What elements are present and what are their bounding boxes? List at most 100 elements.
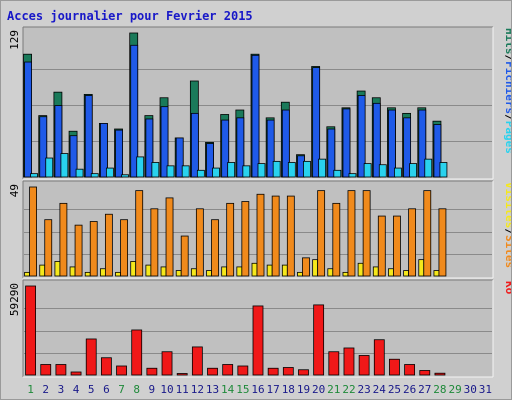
bar-fichiers-day-21: [327, 128, 336, 178]
bar-sites-day-17: [271, 195, 280, 277]
bar-sites-day-11: [180, 235, 189, 277]
y-series-label-part: /: [503, 55, 511, 62]
x-tick-label: 6: [103, 383, 110, 396]
x-tick-label: 19: [297, 383, 310, 396]
bar-ko-day-5: [85, 338, 97, 376]
bar-visites-day-25: [388, 268, 394, 277]
bar-sites-day-19: [302, 257, 310, 277]
bar-sites-day-27: [423, 190, 432, 277]
y-series-label-part: Hits: [503, 28, 511, 55]
bar-fichiers-day-10: [160, 106, 169, 178]
bar-sites-day-15: [241, 201, 250, 277]
bar-visites-day-4: [69, 266, 76, 277]
x-tick-label: 27: [418, 383, 431, 396]
bar-sites-day-2: [44, 219, 53, 277]
bar-sites-day-8: [135, 190, 144, 277]
bar-sites-day-9: [150, 208, 159, 277]
x-tick-label: 14: [221, 383, 235, 396]
bar-pages-day-4: [75, 168, 84, 178]
bar-ko-day-10: [161, 351, 173, 376]
bar-sites-day-24: [377, 215, 386, 277]
x-tick-label: 11: [176, 383, 189, 396]
bar-fichiers-day-2: [39, 116, 48, 178]
y-series-label-part: Ko: [503, 281, 511, 295]
y-series-label-part: /: [503, 114, 511, 121]
bar-pages-day-16: [257, 163, 266, 178]
bar-visites-day-7: [115, 271, 121, 277]
bar-pages-day-5: [90, 173, 99, 178]
bar-sites-day-16: [256, 193, 265, 277]
bar-pages-day-26: [409, 163, 418, 178]
bar-fichiers-day-14: [221, 119, 230, 178]
bar-fichiers-day-13: [206, 143, 214, 178]
x-tick-label: 24: [373, 383, 387, 396]
bar-sites-day-28: [438, 208, 447, 277]
x-tick-label: 22: [342, 383, 355, 396]
y-series-label-part: /: [503, 228, 511, 235]
bar-fichiers-day-22: [342, 108, 351, 178]
x-tick-label: 31: [479, 383, 492, 396]
x-tick-label: 29: [448, 383, 461, 396]
y-series-label: Visites/Sites: [503, 182, 511, 268]
bar-fichiers-day-4: [69, 135, 78, 178]
bar-visites-day-21: [327, 268, 334, 277]
bar-pages-day-10: [166, 165, 175, 178]
x-tick-label: 16: [251, 383, 264, 396]
bar-pages-day-12: [196, 169, 205, 178]
bar-ko-day-19: [298, 369, 309, 376]
y-max-label: 129: [8, 30, 21, 50]
bar-visites-day-19: [297, 271, 303, 277]
bar-visites-day-6: [99, 268, 106, 277]
bar-visites-day-10: [160, 266, 167, 277]
bar-pages-day-21: [333, 169, 342, 178]
bar-ko-day-27: [419, 370, 431, 376]
bar-ko-day-26: [404, 364, 416, 376]
bar-ko-day-17: [267, 367, 279, 376]
x-tick-label: 17: [267, 383, 280, 396]
bar-sites-day-7: [120, 219, 128, 277]
bar-fichiers-day-23: [357, 95, 366, 178]
y-series-label-part: Sites: [503, 235, 511, 268]
bar-pages-day-28: [439, 162, 448, 178]
bar-sites-day-14: [226, 202, 235, 277]
bar-ko-day-2: [40, 364, 52, 376]
bar-fichiers-day-27: [418, 109, 427, 178]
bar-ko-day-24: [373, 339, 385, 376]
bar-pages-day-15: [242, 165, 251, 178]
bar-pages-day-27: [424, 158, 433, 178]
x-tick-label: 26: [403, 383, 416, 396]
bar-fichiers-day-12: [190, 112, 199, 178]
bar-ko-day-7: [116, 365, 127, 376]
bar-visites-day-13: [206, 270, 212, 277]
bar-pages-day-1: [30, 173, 38, 178]
bar-fichiers-day-11: [175, 137, 184, 178]
y-max-label: 59290: [8, 283, 21, 316]
bar-sites-day-18: [286, 195, 295, 277]
x-tick-label: 5: [88, 383, 95, 396]
bar-ko-day-6: [100, 357, 112, 376]
bar-ko-day-21: [328, 351, 340, 376]
bar-fichiers-day-5: [84, 95, 93, 178]
bar-sites-day-5: [89, 221, 98, 277]
bar-pages-day-22: [348, 173, 357, 178]
y-series-label-part: Fichiers: [503, 61, 511, 114]
y-max-label: 49: [8, 184, 21, 197]
bar-sites-day-10: [165, 197, 174, 277]
bar-sites-day-25: [393, 215, 401, 277]
bar-pages-day-9: [151, 162, 160, 178]
bar-fichiers-day-3: [54, 105, 63, 178]
bar-pages-day-25: [394, 167, 402, 178]
bar-sites-day-26: [408, 208, 417, 277]
bar-visites-day-16: [251, 262, 258, 277]
x-tick-label: 18: [282, 383, 295, 396]
x-tick-label: 25: [388, 383, 401, 396]
bar-ko-day-23: [358, 355, 370, 376]
bar-visites-day-24: [372, 266, 379, 277]
x-tick-label: 13: [206, 383, 219, 396]
bar-ko-day-18: [282, 367, 294, 376]
bar-visites-day-26: [403, 270, 410, 277]
x-tick-label: 8: [133, 383, 140, 396]
bar-visites-day-14: [221, 266, 228, 277]
bar-pages-day-14: [227, 162, 236, 178]
